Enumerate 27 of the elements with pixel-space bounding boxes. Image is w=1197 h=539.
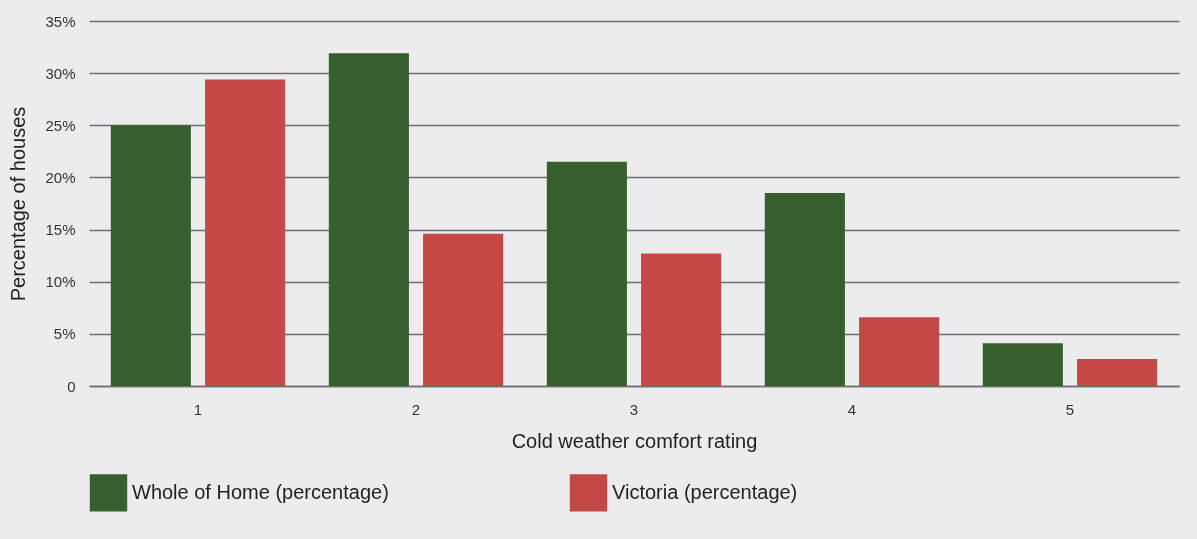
bar [1077,358,1158,386]
x-tick-label: 5 [1065,400,1075,418]
y-tick-label: 20% [45,168,76,186]
legend-label: Victoria (percentage) [612,480,798,503]
bar [859,317,940,386]
x-tick-label: 3 [629,400,639,418]
bar [423,233,504,386]
x-tick-label: 4 [847,400,857,418]
x-tick-label: 1 [193,400,203,418]
bar [641,253,722,386]
y-tick-label: 35% [45,12,76,30]
x-axis-title: Cold weather comfort rating [511,429,758,452]
bar [328,53,409,386]
y-tick-label: 5% [53,325,76,343]
y-tick-label: 10% [45,273,76,291]
y-tick-label: 25% [45,116,76,134]
legend-label: Whole of Home (percentage) [132,480,389,503]
bar [205,79,286,386]
bar [764,193,845,386]
bar [546,161,627,386]
bar [982,343,1063,386]
x-tick-label: 2 [411,400,421,418]
y-axis-title: Percentage of houses [7,106,30,302]
y-tick-label: 30% [45,64,76,82]
bar [110,125,191,386]
y-tick-label: 0 [67,377,76,395]
y-tick-label: 15% [45,221,76,239]
